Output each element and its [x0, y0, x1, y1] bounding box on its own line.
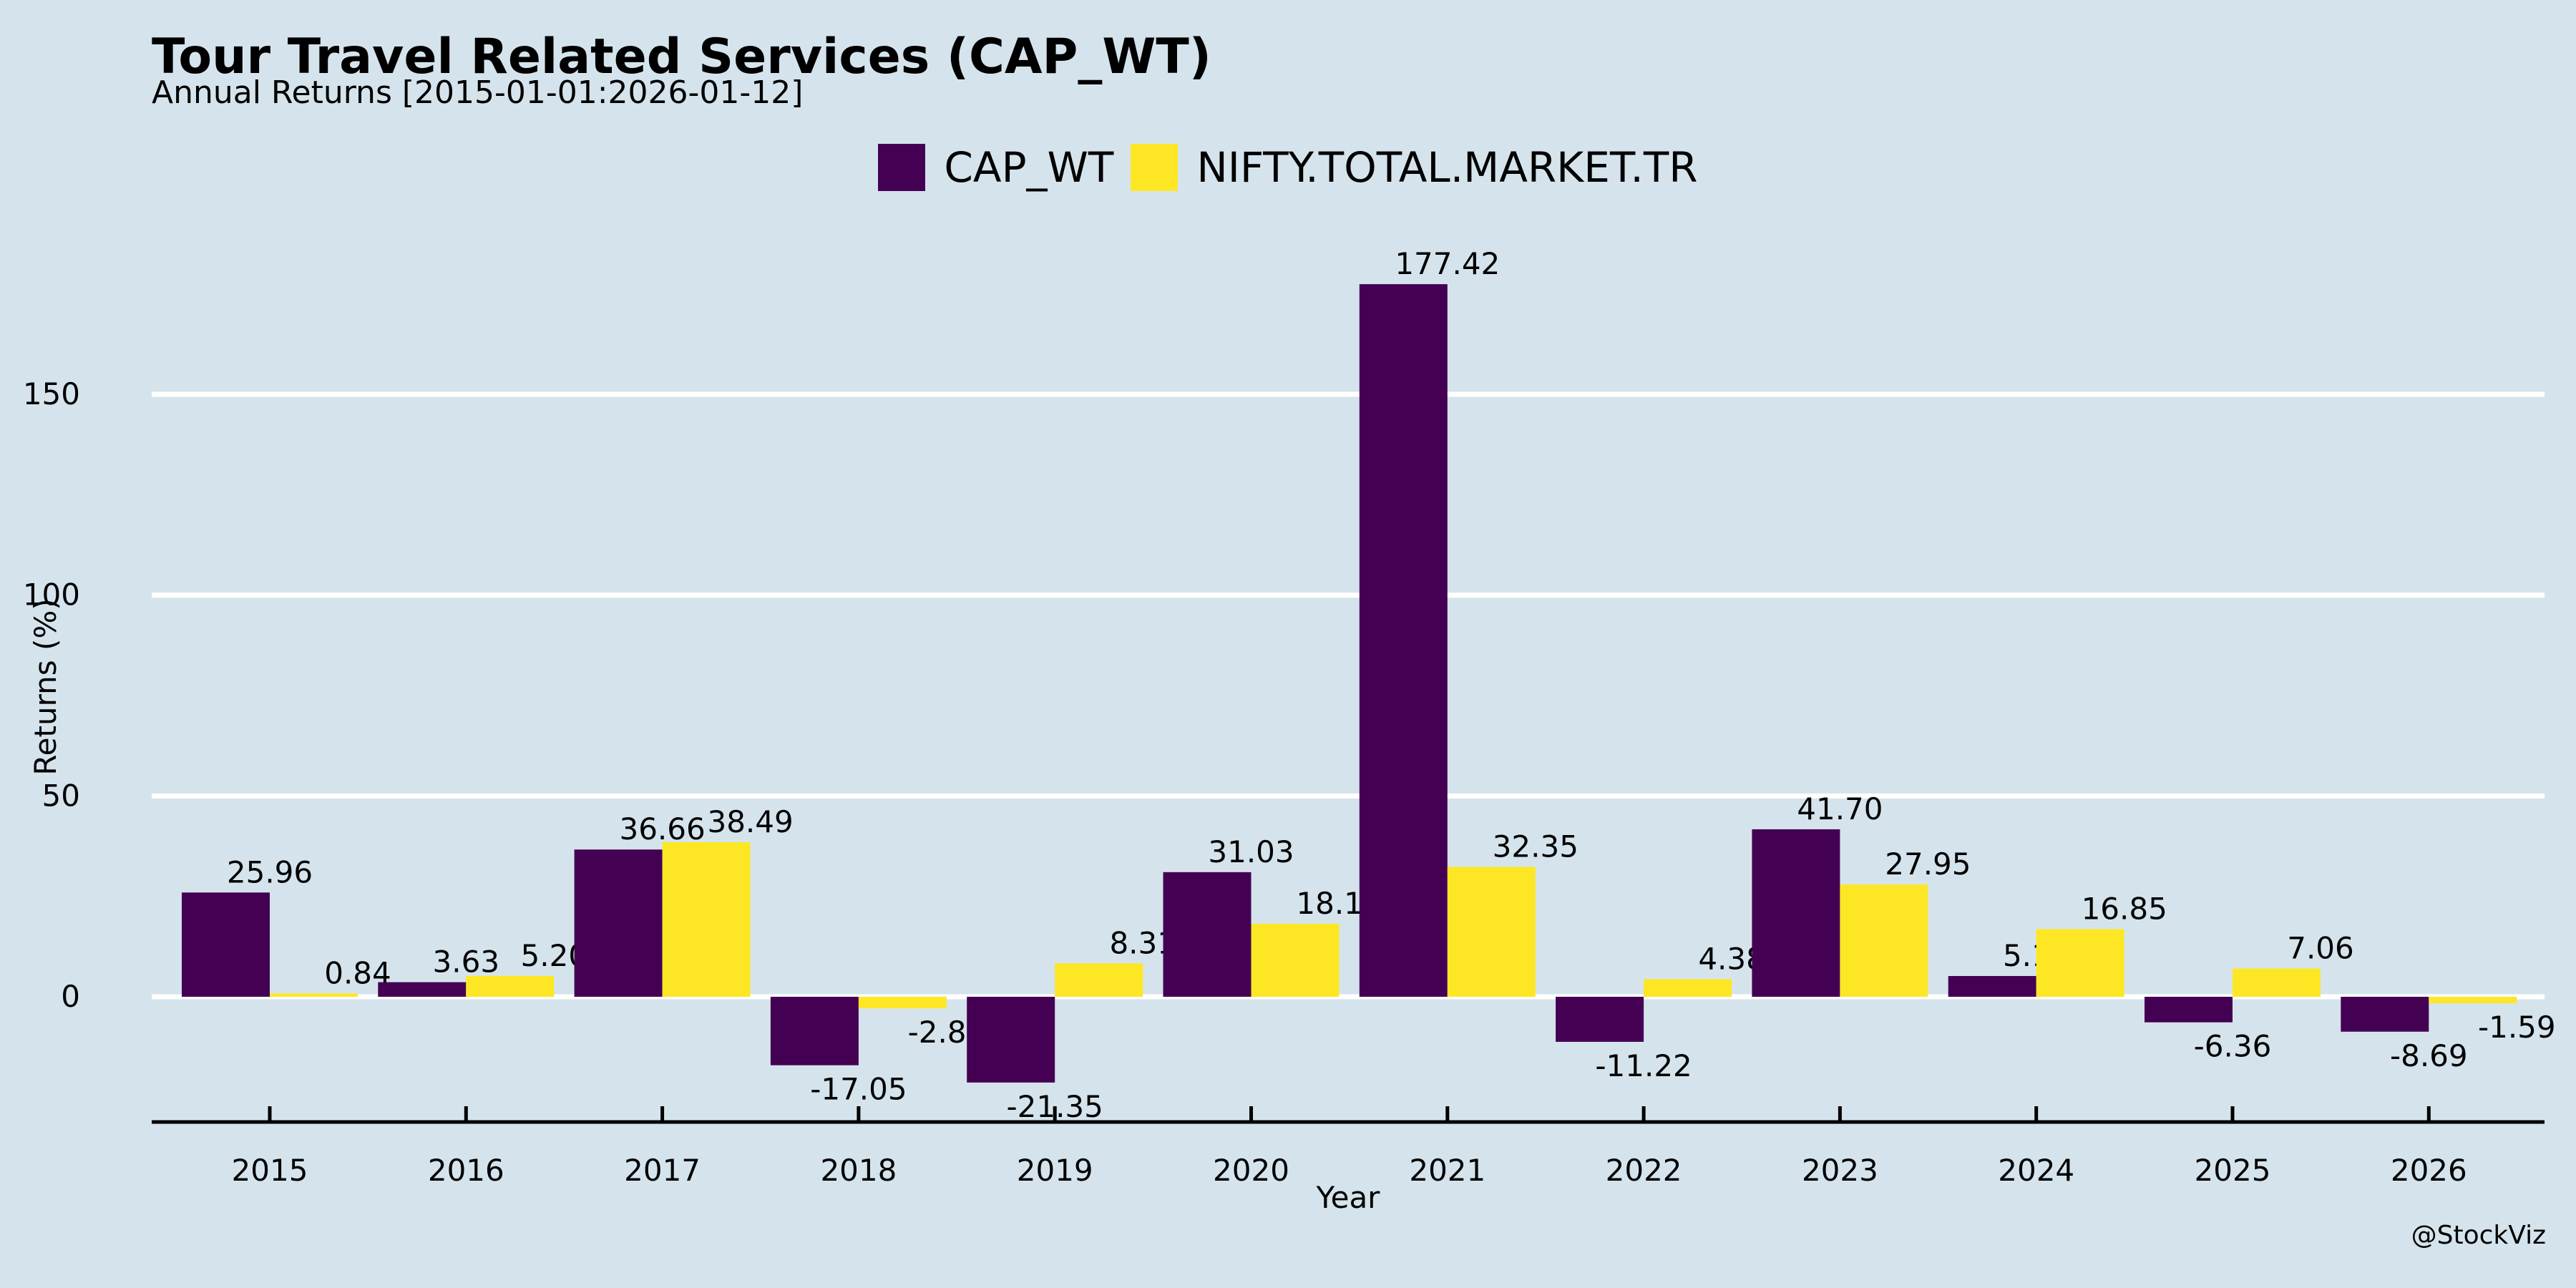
y-axis-title: Returns (%) [28, 598, 63, 775]
data-label: -17.05 [810, 1072, 907, 1107]
bar-nifty [2233, 968, 2321, 997]
x-tick-label: 2022 [1606, 1153, 1682, 1188]
x-tick-label: 2023 [1802, 1153, 1878, 1188]
data-label: 25.96 [227, 854, 313, 889]
y-tick-label: 150 [23, 376, 80, 411]
data-label: 27.95 [1885, 847, 1971, 882]
legend-swatch-nifty [1131, 144, 1179, 191]
bar-cap-wt [770, 997, 859, 1065]
x-tick-label: 2020 [1213, 1153, 1289, 1188]
bar-cap-wt [1359, 284, 1448, 997]
bar-cap-wt [2341, 997, 2429, 1032]
bar-nifty [662, 841, 751, 997]
legend-label-nifty: NIFTY.TOTAL.MARKET.TR [1196, 143, 1698, 192]
bar-nifty [1644, 979, 1732, 997]
data-label: 177.42 [1395, 246, 1500, 281]
data-label: -1.59 [2478, 1010, 2556, 1045]
chart-title: Tour Travel Related Services (CAP_WT) [152, 29, 1211, 85]
bar-nifty [2429, 997, 2517, 1003]
credit-label: @StockViz [2411, 1221, 2546, 1250]
bar-nifty [858, 997, 947, 1009]
bar-cap-wt [2145, 997, 2233, 1023]
data-label: 41.70 [1797, 791, 1883, 826]
legend: CAP_WT NIFTY.TOTAL.MARKET.TR [0, 143, 2576, 192]
data-label: 16.85 [2082, 891, 2167, 926]
x-tick-label: 2026 [2391, 1153, 2467, 1188]
bar-nifty [1251, 923, 1340, 997]
x-tick-label: 2016 [428, 1153, 504, 1188]
bar-cap-wt [1752, 829, 1840, 997]
legend-swatch-cap-wt [878, 144, 926, 191]
bar-nifty [270, 993, 358, 997]
y-tick-label: 0 [61, 979, 80, 1014]
bar-nifty [2036, 929, 2124, 997]
legend-label-cap-wt: CAP_WT [944, 143, 1114, 192]
bar-cap-wt [967, 997, 1055, 1083]
bar-cap-wt [574, 849, 663, 997]
bar-cap-wt [378, 982, 467, 997]
data-label: 3.63 [433, 945, 500, 980]
x-axis-title: Year [1316, 1180, 1381, 1215]
bar-cap-wt [1948, 975, 2036, 997]
bar-nifty [1055, 963, 1143, 997]
data-label: 32.35 [1493, 829, 1579, 864]
x-tick-label: 2025 [2195, 1153, 2271, 1188]
x-tick-label: 2017 [624, 1153, 701, 1188]
bar-cap-wt [182, 892, 270, 997]
bar-cap-wt [1163, 872, 1252, 997]
bar-nifty [466, 975, 555, 997]
x-tick-label: 2021 [1409, 1153, 1485, 1188]
legend-item-cap-wt: CAP_WT [878, 143, 1113, 192]
x-tick-label: 2015 [232, 1153, 308, 1188]
y-tick-label: 100 [23, 577, 80, 613]
data-label: 38.49 [707, 804, 793, 839]
data-label: -8.69 [2390, 1038, 2468, 1073]
chart-subtitle: Annual Returns [2015-01-01:2026-01-12] [152, 74, 804, 111]
data-label: 7.06 [2287, 930, 2354, 965]
x-tick-label: 2024 [1998, 1153, 2074, 1188]
y-tick-label: 50 [42, 778, 80, 813]
data-label: -21.35 [1006, 1089, 1103, 1124]
bar-cap-wt [1556, 997, 1644, 1042]
data-label: 36.66 [619, 811, 705, 847]
x-tick-label: 2018 [820, 1153, 897, 1188]
data-label: 31.03 [1208, 834, 1294, 869]
data-label: -6.36 [2194, 1029, 2272, 1064]
bar-nifty [1840, 884, 1928, 997]
x-tick-label: 2019 [1017, 1153, 1093, 1188]
legend-item-nifty: NIFTY.TOTAL.MARKET.TR [1131, 143, 1698, 192]
bar-nifty [1447, 867, 1536, 997]
data-label: -11.22 [1595, 1048, 1692, 1083]
